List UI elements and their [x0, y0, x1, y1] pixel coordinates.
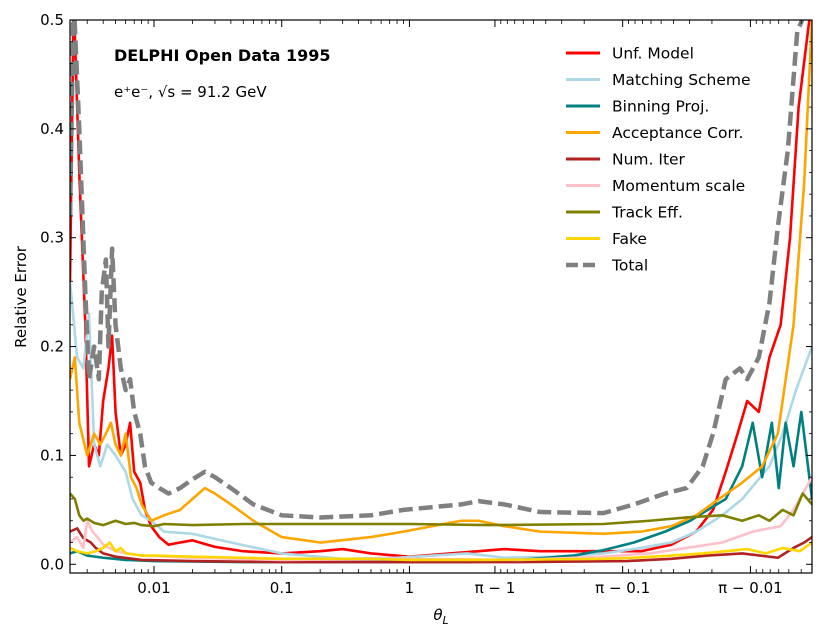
y-tick-label: 0.5	[40, 11, 64, 29]
series-line-acceptance-corr	[70, 20, 812, 544]
y-tick-label: 0.3	[40, 229, 64, 247]
x-tick-label: π − 0.01	[718, 579, 783, 597]
series-line-track-eff	[70, 492, 812, 528]
legend-label: Matching Scheme	[612, 71, 751, 89]
y-tick-label: 0.4	[40, 120, 64, 138]
legend-label: Binning Proj.	[612, 98, 709, 116]
plot-frame	[69, 19, 813, 574]
y-tick-label: 0.2	[40, 338, 64, 356]
x-tick-label: 0.1	[270, 579, 294, 597]
legend: Unf. Model Matching Scheme Binning Proj. Ac…	[566, 45, 751, 275]
y-tick-label: 0.0	[40, 555, 64, 573]
series-line-unf-model	[70, 20, 811, 558]
chart-title: DELPHI Open Data 1995	[114, 46, 331, 65]
legend-label: Unf. Model	[612, 45, 694, 63]
x-tick-label: 1	[405, 579, 415, 597]
legend-label: Acceptance Corr.	[612, 124, 743, 142]
series-line-total	[70, 20, 805, 520]
legend-label: Momentum scale	[612, 177, 745, 195]
x-tick-label: 0.01	[137, 579, 170, 597]
chart-subtitle: e⁺e⁻, √s = 91.2 GeV	[114, 83, 267, 101]
legend-label: Fake	[612, 230, 647, 248]
y-axis-label: Relative Error	[12, 245, 30, 348]
x-tick-label: π − 0.1	[595, 579, 650, 597]
legend-label: Track Eff.	[611, 204, 683, 222]
series-line-num-iter	[70, 527, 812, 564]
x-axis-label: θL	[433, 606, 448, 627]
series-line-binning-proj	[70, 410, 812, 564]
x-tick-label: π − 1	[475, 579, 516, 597]
legend-label: Total	[611, 257, 648, 275]
y-tick-label: 0.1	[40, 446, 64, 464]
plot-area	[70, 20, 812, 573]
legend-label: Num. Iter	[612, 151, 686, 169]
series-line-fake	[70, 541, 812, 562]
